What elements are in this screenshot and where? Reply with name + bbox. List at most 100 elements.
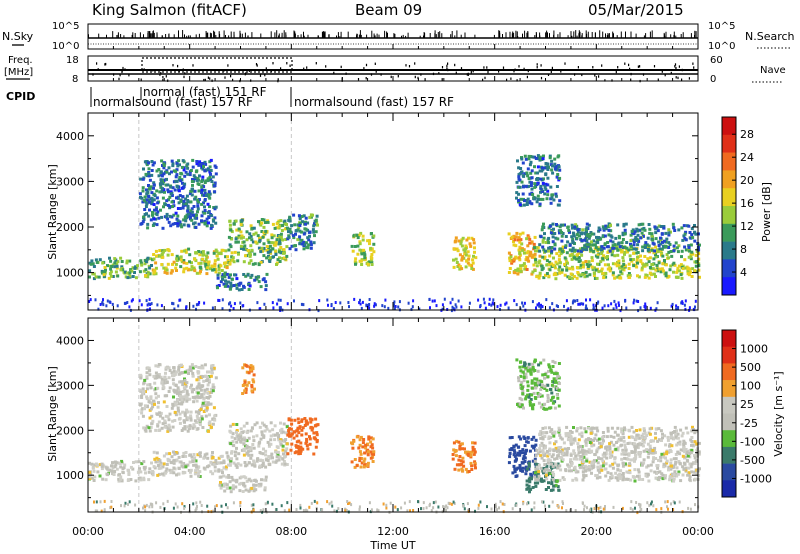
range-cell [677,470,681,474]
range-cell [166,188,170,192]
range-cell [168,386,172,390]
range-cell [515,256,519,260]
range-cell [146,405,149,409]
range-cell [281,457,285,461]
range-cell [298,216,302,220]
range-cell [309,243,313,247]
range-cell [590,471,593,475]
range-cell [374,303,377,307]
range-cell [300,215,304,218]
range-cell [469,461,473,465]
range-cell [639,222,643,226]
range-cell [175,370,179,374]
range-cell [131,266,135,270]
range-cell [611,462,615,466]
range-cell [247,371,251,375]
range-cell [454,239,457,243]
nave-mark [224,76,226,79]
range-cell [152,203,156,206]
nave-mark [182,68,184,71]
range-cell [181,410,185,414]
range-cell [279,306,282,310]
range-cell [300,418,304,422]
range-cell [479,304,482,307]
range-cell [543,373,547,376]
range-cell [192,400,196,404]
range-cell [240,437,244,441]
range-cell [682,467,686,471]
range-cell [467,257,471,261]
range-cell [521,192,525,196]
nave-mark [681,68,683,72]
range-cell [617,301,620,305]
range-cell [509,255,513,259]
range-cell [620,241,624,245]
range-cell [563,256,567,260]
range-cell [551,401,555,405]
range-cell [229,281,233,285]
range-cell [526,244,530,248]
range-cell [146,303,149,307]
range-cell [161,416,165,420]
range-cell [640,266,644,270]
range-cell [161,250,165,254]
range-cell [373,302,376,306]
range-cell [546,189,550,193]
range-cell [92,469,96,473]
range-cell [463,249,467,253]
range-cell [672,249,676,253]
range-cell [208,394,212,398]
range-cell [584,231,588,235]
nave-mark [615,70,617,74]
range-cell [223,275,227,279]
range-cell [352,439,356,443]
nave-mark [482,78,484,82]
range-cell [245,238,249,242]
range-cell [545,464,549,468]
range-cell [88,269,92,273]
range-cell [258,464,262,468]
range-cell [205,224,209,228]
range-cell [189,468,193,472]
range-cell [251,367,255,371]
range-cell [695,471,699,475]
range-cell [182,202,185,206]
range-cell [518,251,522,255]
range-cell [576,230,580,234]
range-cell [188,253,192,257]
range-cell [191,213,195,217]
range-cell [611,271,615,275]
range-cell [166,415,170,419]
range-cell [368,239,371,242]
range-cell [198,386,202,390]
nave-mark [432,72,435,76]
range-cell [164,266,168,270]
range-cell [521,370,525,374]
range-cell [237,227,241,231]
range-cell [627,267,631,270]
range-cell [152,222,156,226]
range-cell [514,244,518,248]
range-cell [685,451,689,455]
range-cell [681,454,685,458]
range-cell [170,215,174,219]
range-cell [148,429,152,433]
range-cell [152,183,156,187]
range-cell [552,256,555,260]
range-cell [554,236,558,240]
range-cell [647,244,651,248]
range-cell [180,429,184,432]
range-cell [684,230,688,234]
range-cell [245,421,249,425]
range-cell [233,302,236,306]
range-cell [170,253,174,257]
range-cell [656,301,659,305]
range-cell [204,162,208,166]
range-cell [146,383,150,387]
range-cell [239,427,243,431]
range-cell [201,250,205,254]
nave-mark [678,65,680,68]
range-cell [635,258,639,262]
range-cell [518,451,522,455]
range-cell [358,443,362,447]
